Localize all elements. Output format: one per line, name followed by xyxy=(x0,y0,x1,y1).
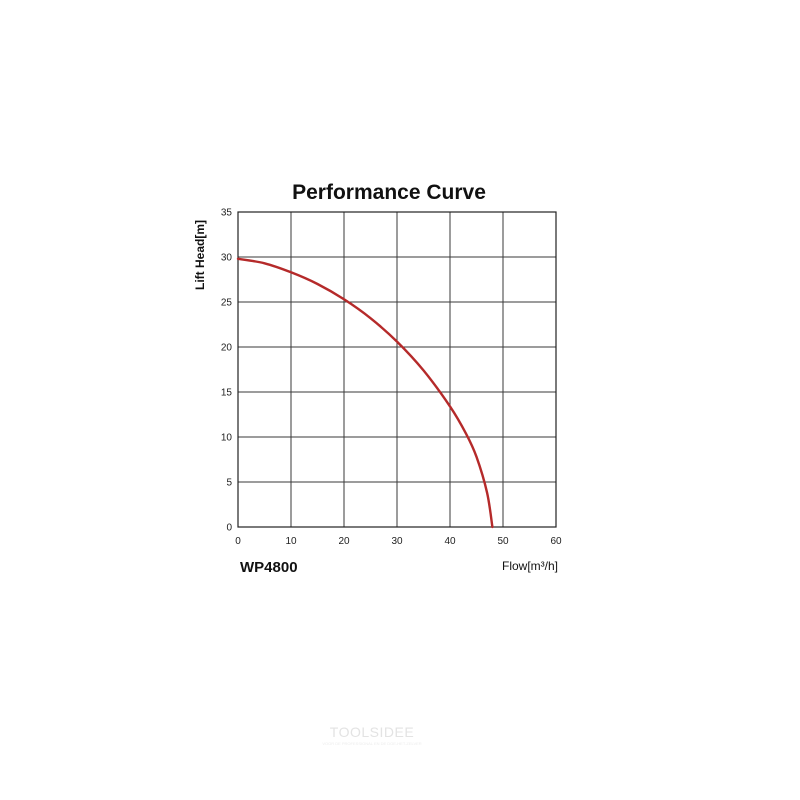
series-group xyxy=(236,257,494,529)
watermark-tagline: VOOR DE PROFESSIONAL EN DE DOE-HET-ZELVE… xyxy=(322,741,421,746)
y-tick-labels: 0 5 10 15 20 25 30 35 xyxy=(221,208,233,534)
x-tick-label: 10 xyxy=(285,536,297,547)
x-tick-label: 60 xyxy=(550,536,562,547)
model-label: WP4800 xyxy=(240,559,298,576)
x-tick-labels: 0 10 20 30 40 50 60 xyxy=(235,536,562,547)
y-tick-label: 20 xyxy=(221,343,233,354)
x-tick-label: 30 xyxy=(391,536,403,547)
y-tick-label: 25 xyxy=(221,298,233,309)
y-axis-label: Lift Head[m] xyxy=(193,220,207,290)
y-tick-label: 30 xyxy=(221,253,233,264)
chart-title: Performance Curve xyxy=(292,181,486,204)
x-tick-label: 0 xyxy=(235,536,241,547)
watermark-logo: TOOLSIDEE xyxy=(330,724,414,740)
plot-frame xyxy=(237,211,557,528)
x-axis-label: Flow[m³/h] xyxy=(502,559,558,573)
x-tick-label: 50 xyxy=(497,536,509,547)
y-tick-label: 15 xyxy=(221,388,233,399)
y-tick-label: 10 xyxy=(221,433,233,444)
performance-curve-line xyxy=(236,257,494,529)
grid xyxy=(237,211,557,528)
x-tick-label: 40 xyxy=(444,536,456,547)
x-tick-label: 20 xyxy=(338,536,350,547)
y-tick-label: 0 xyxy=(226,523,232,534)
y-tick-label: 35 xyxy=(221,208,233,219)
y-tick-label: 5 xyxy=(226,478,232,489)
